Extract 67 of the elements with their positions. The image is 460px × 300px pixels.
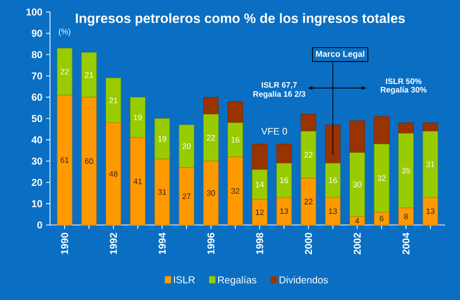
bar xyxy=(276,163,292,198)
bar xyxy=(203,97,219,114)
legend-label: Dividendos xyxy=(280,276,328,284)
bar xyxy=(252,199,268,226)
bar xyxy=(154,158,170,226)
bar xyxy=(106,78,122,123)
bar xyxy=(178,124,194,168)
legend-label: ISLR xyxy=(174,276,195,284)
bar xyxy=(106,122,122,226)
bar xyxy=(350,216,365,226)
bar xyxy=(325,163,341,198)
y-tick-label: 60 xyxy=(32,94,42,101)
x-tick-label: 2000 xyxy=(304,232,312,254)
x-tick-label: 1992 xyxy=(110,232,117,254)
bar xyxy=(56,48,72,96)
y-tick-label: 80 xyxy=(32,51,42,58)
bar xyxy=(252,169,268,200)
y-tick-label: 10 xyxy=(32,200,42,208)
x-tick-label: 2004 xyxy=(402,232,410,254)
y-tick-label: 70 xyxy=(32,72,42,80)
bar xyxy=(350,120,365,153)
chart-title: Ingresos petroleros como % de los ingresos totales xyxy=(76,13,405,26)
annotation: Marco Legal xyxy=(316,50,364,59)
bar xyxy=(154,118,170,160)
bar xyxy=(203,114,219,162)
x-tick-label: 1994 xyxy=(158,232,166,254)
x-tick-label: 2002 xyxy=(354,232,361,254)
x-tick-label: 1996 xyxy=(207,232,214,254)
bar xyxy=(325,124,341,164)
y-tick-label: 90 xyxy=(32,30,42,37)
bar xyxy=(300,178,316,226)
bar xyxy=(130,137,146,226)
y-tick-label: 20 xyxy=(32,178,42,186)
bar xyxy=(203,160,219,226)
bar xyxy=(300,114,316,132)
y-tick-label: 100 xyxy=(26,8,42,16)
bar xyxy=(398,122,414,134)
bar xyxy=(252,144,268,170)
annotation: VFE 0 xyxy=(261,128,288,135)
bar xyxy=(374,116,390,144)
y-tick-label: 0 xyxy=(37,221,42,229)
bar xyxy=(130,97,146,138)
bar xyxy=(276,197,292,226)
bar xyxy=(300,131,316,178)
bar xyxy=(276,144,292,164)
bar xyxy=(422,131,438,198)
bar xyxy=(228,156,244,226)
x-tick-label: 1990 xyxy=(61,232,68,254)
bar xyxy=(325,197,341,226)
legend-label: Regalías xyxy=(218,276,256,286)
bar xyxy=(228,122,244,158)
bar xyxy=(422,197,438,226)
y-tick-label: 30 xyxy=(32,158,42,165)
x-tick-label: 1998 xyxy=(256,232,264,254)
bar xyxy=(422,122,438,132)
bar xyxy=(374,144,390,212)
bar xyxy=(374,212,390,226)
bar xyxy=(56,94,72,226)
y-tick-label: 40 xyxy=(32,136,42,144)
bar xyxy=(398,133,414,208)
bar xyxy=(81,52,97,98)
bar xyxy=(81,97,97,226)
bar xyxy=(228,101,244,123)
bar xyxy=(178,167,194,226)
bar xyxy=(350,152,365,217)
y-tick-label: 50 xyxy=(32,114,42,122)
bar xyxy=(398,208,414,226)
